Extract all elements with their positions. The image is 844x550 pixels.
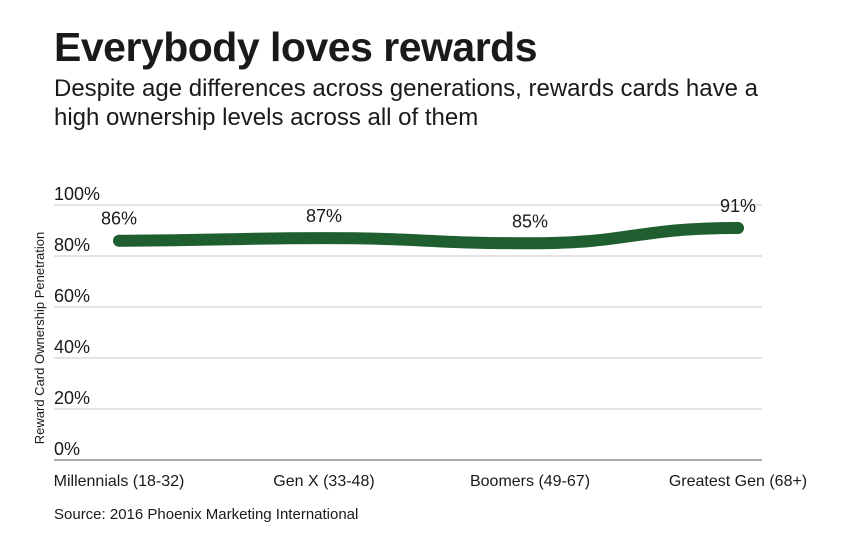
y-tick-label: 20%: [54, 388, 90, 408]
x-tick-label: Boomers (49-67): [470, 473, 590, 490]
x-tick-label: Gen X (33-48): [273, 473, 374, 490]
series-line: [113, 221, 744, 250]
chart-subtitle: Despite age differences across generatio…: [54, 75, 758, 131]
data-label: 85%: [512, 211, 548, 231]
y-axis-ticks: 0% 20% 40% 60% 80% 100%: [54, 184, 100, 459]
x-tick-label: Millennials (18-32): [54, 473, 185, 490]
data-labels: 86% 87% 85% 91%: [101, 196, 756, 231]
data-label: 87%: [306, 206, 342, 226]
x-tick-label: Greatest Gen (68+): [669, 473, 807, 490]
y-tick-label: 100%: [54, 184, 100, 204]
y-tick-label: 0%: [54, 439, 80, 459]
data-label: 91%: [720, 196, 756, 216]
y-axis-label: Reward Card Ownership Penetration: [32, 232, 47, 444]
gridlines: [54, 204, 762, 461]
series: [113, 221, 744, 250]
chart-title: Everybody loves rewards: [54, 24, 538, 70]
data-label: 86%: [101, 209, 137, 229]
y-tick-label: 40%: [54, 337, 90, 357]
y-tick-label: 60%: [54, 286, 90, 306]
source-note: Source: 2016 Phoenix Marketing Internati…: [54, 506, 359, 523]
x-axis-ticks: Millennials (18-32) Gen X (33-48) Boomers …: [54, 473, 808, 490]
y-tick-label: 80%: [54, 235, 90, 255]
